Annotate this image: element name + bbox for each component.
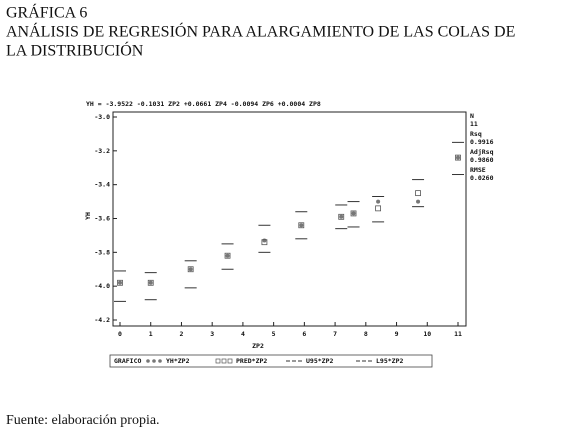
- legend-title: GRAFICO: [114, 357, 141, 365]
- stat-value: 0.9860: [470, 156, 494, 164]
- point: [338, 213, 345, 220]
- x-tick-label: 5: [272, 330, 276, 338]
- title-line: GRÁFICA 6: [6, 3, 87, 22]
- x-tick-label: 6: [302, 330, 306, 338]
- point: [187, 266, 194, 273]
- legend-box: [109, 354, 433, 368]
- legend-swatch: [146, 359, 150, 363]
- point: [224, 252, 231, 259]
- point: [147, 279, 154, 286]
- point: [299, 223, 304, 228]
- legend-swatch: [215, 358, 221, 364]
- x-tick-label: 2: [179, 330, 183, 338]
- legend-label: YH*ZP2: [166, 357, 190, 365]
- point: [339, 214, 344, 219]
- point: [188, 267, 193, 272]
- point: [456, 155, 460, 160]
- point: [225, 253, 230, 258]
- point: [117, 279, 123, 286]
- x-tick-label: 11: [454, 330, 462, 338]
- stat-label: RMSE: [470, 166, 486, 174]
- point: [415, 190, 421, 197]
- point: [416, 199, 421, 204]
- point: [351, 211, 356, 216]
- y-tick-label: -4.0: [94, 282, 110, 290]
- y-tick-label: -3.6: [94, 215, 110, 223]
- x-tick-label: 1: [149, 330, 153, 338]
- point: [262, 238, 267, 243]
- point: [298, 222, 305, 229]
- x-tick-label: 0: [118, 330, 122, 338]
- legend-label: L95*ZP2: [376, 357, 403, 365]
- point: [118, 280, 122, 285]
- title-line: LA DISTRIBUCIÓN: [6, 41, 144, 60]
- point: [148, 280, 153, 285]
- stat-value: 0.9916: [470, 138, 494, 146]
- stat-label: AdjRsq: [470, 148, 494, 156]
- point: [350, 210, 357, 217]
- x-axis-label: ZP2: [252, 342, 264, 350]
- point: [375, 205, 382, 212]
- x-tick-label: 4: [241, 330, 245, 338]
- equation: YH = -3.9522 -0.1031 ZP2 +0.0661 ZP4 -0.…: [86, 100, 321, 108]
- y-axis-label: YH: [84, 212, 92, 220]
- x-tick-label: 9: [395, 330, 399, 338]
- stat-value: 11: [470, 120, 478, 128]
- stat-value: 0.0260: [470, 174, 494, 182]
- y-tick-label: -3.4: [94, 181, 110, 189]
- legend-swatch: [227, 358, 233, 364]
- x-tick-label: 3: [210, 330, 214, 338]
- y-tick-label: -3.8: [94, 248, 110, 256]
- point: [376, 199, 381, 204]
- plot-frame: [112, 111, 467, 327]
- legend-swatch: [152, 359, 156, 363]
- x-tick-label: 10: [423, 330, 431, 338]
- x-tick-label: 7: [333, 330, 337, 338]
- source: Fuente: elaboración propia.: [6, 413, 160, 428]
- title-line: ANÁLISIS DE REGRESIÓN PARA ALARGAMIENTO …: [6, 22, 515, 41]
- stat-label: N: [470, 112, 474, 120]
- point: [261, 239, 268, 246]
- stat-label: Rsq: [470, 130, 482, 138]
- legend-swatch: [221, 358, 227, 364]
- y-tick-label: -3.2: [94, 147, 110, 155]
- legend-label: U95*ZP2: [306, 357, 333, 365]
- x-tick-label: 8: [364, 330, 368, 338]
- y-tick-label: -4.2: [94, 316, 110, 324]
- legend-swatch: [158, 359, 162, 363]
- point: [455, 154, 461, 161]
- legend-label: PRED*ZP2: [236, 357, 267, 365]
- y-tick-label: -3.0: [94, 113, 110, 121]
